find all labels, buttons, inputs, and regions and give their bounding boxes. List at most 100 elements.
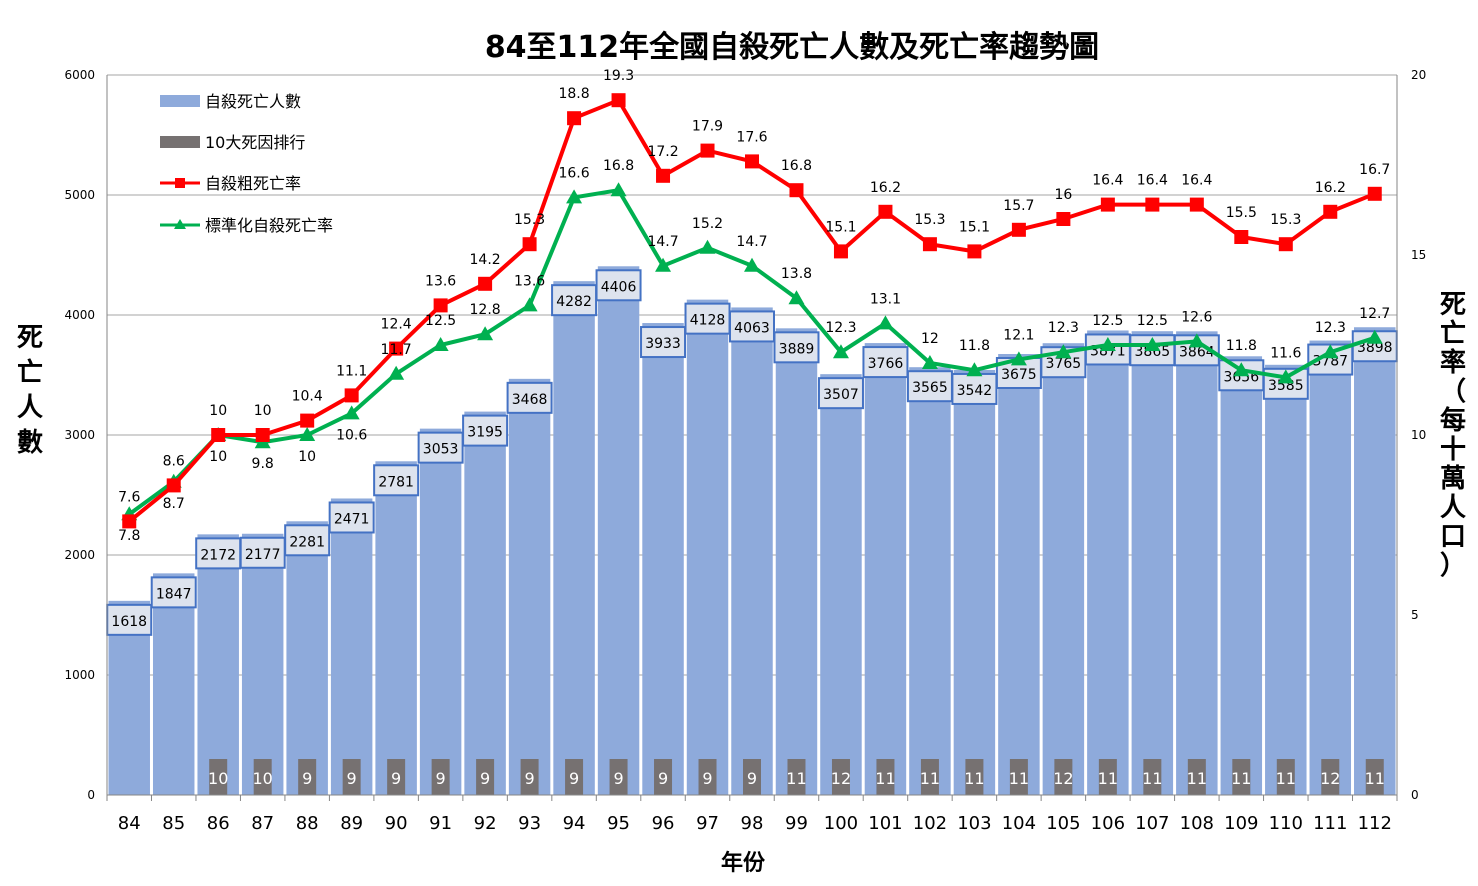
y-right-tick-label: 10 [1411, 428, 1426, 442]
std-rate-label: 16.6 [558, 165, 589, 181]
legend-square-icon [175, 178, 185, 188]
death-count-label: 3933 [645, 336, 681, 352]
death-count-label-box [417, 431, 464, 464]
death-count-bar [330, 498, 373, 795]
death-count-label: 3542 [957, 383, 993, 399]
std-rate-marker [1144, 337, 1161, 351]
std-rate-marker [610, 182, 627, 197]
death-count-label: 3765 [1046, 356, 1082, 372]
rank-bar [831, 759, 850, 795]
rank-bar [387, 759, 406, 795]
death-count-label-box [328, 501, 375, 534]
y-left-label-char: 死 [17, 323, 43, 353]
std-rate-label: 15.2 [692, 216, 723, 232]
crude-rate-label: 16.4 [1181, 173, 1212, 189]
std-rate-marker [1233, 362, 1250, 377]
crude-rate-label: 14.2 [470, 252, 501, 268]
crude-rate-marker [833, 244, 848, 259]
std-rate-marker [1366, 329, 1383, 344]
death-count-bar [508, 378, 551, 795]
std-rate-marker [432, 337, 449, 351]
death-count-bar [642, 323, 684, 795]
std-rate-marker [1099, 337, 1116, 351]
rank-bar [787, 759, 806, 795]
x-axis-label: 年份 [721, 850, 766, 876]
rank-bar-label: 11 [1142, 769, 1162, 788]
crude-rate-marker [922, 237, 937, 252]
death-count-label-box [595, 269, 642, 302]
death-count-bar [1176, 331, 1218, 795]
y-right-label-char: 十 [1440, 435, 1466, 465]
rank-bar [654, 759, 673, 795]
rank-bar-label: 11 [1231, 769, 1251, 788]
death-count-bar [864, 343, 907, 795]
death-count-label: 2281 [289, 534, 325, 550]
y-left-tick-label: 3000 [64, 428, 95, 442]
death-count-label: 3565 [912, 380, 948, 396]
rank-bar-label: 11 [1098, 769, 1118, 788]
x-tick-label: 109 [1224, 813, 1258, 834]
y-left-tick-label: 0 [87, 788, 95, 802]
death-count-label: 3675 [1001, 367, 1037, 383]
std-rate-marker [1055, 344, 1072, 359]
rank-bar [876, 759, 895, 795]
crude-rate-marker [522, 237, 537, 252]
death-count-bar [686, 299, 729, 795]
crude-rate-label: 11.1 [336, 363, 367, 379]
std-rate-marker [1277, 369, 1294, 384]
legend-label: 10大死因排行 [205, 133, 305, 152]
x-tick-label: 97 [696, 813, 719, 834]
crude-rate-marker [967, 244, 982, 259]
death-count-bar [1220, 356, 1263, 795]
crude-rate-label: 15.3 [914, 212, 945, 228]
y-left-tick-label: 5000 [64, 188, 95, 202]
x-tick-label: 111 [1313, 813, 1347, 834]
x-tick-label: 88 [296, 813, 319, 834]
crude-rate-marker [1011, 222, 1026, 237]
rank-bar-label: 11 [1365, 769, 1385, 788]
death-count-bar [1309, 340, 1352, 795]
death-count-label-box [551, 284, 598, 317]
x-tick-label: 102 [913, 813, 947, 834]
death-count-bar [464, 411, 506, 795]
rank-bar-label: 9 [436, 769, 446, 788]
rank-bar-label: 9 [702, 769, 712, 788]
std-rate-label: 12.5 [425, 313, 456, 329]
death-count-label: 3507 [823, 387, 859, 403]
std-rate-marker [788, 290, 805, 305]
crude-rate-label: 16.2 [870, 180, 901, 196]
death-count-bar [953, 369, 996, 795]
y-left-tick-label: 6000 [64, 68, 95, 82]
crude-rate-marker [567, 111, 582, 126]
y-right-label-char: ） [1440, 551, 1466, 581]
crude-rate-label: 17.6 [736, 129, 767, 145]
crude-rate-marker [433, 298, 448, 313]
death-count-bar [286, 521, 328, 795]
death-count-label: 3468 [512, 392, 548, 408]
death-count-label-box [817, 377, 864, 410]
death-count-label-box [106, 603, 153, 636]
x-tick-label: 92 [474, 813, 497, 834]
rank-bar-label: 12 [831, 769, 851, 788]
death-count-bar [197, 534, 239, 795]
axes: 0 1000 2000 3000 4000 5000 6000 0 5 10 15 20 84 85 86 8… [64, 68, 1426, 834]
x-tick-label: 112 [1358, 813, 1392, 834]
rank-bar [1009, 759, 1028, 795]
std-rate-label: 13.8 [781, 266, 812, 282]
death-count-bar [375, 461, 417, 795]
x-tick-label: 86 [207, 813, 230, 834]
rank-bar-label: 10 [208, 769, 228, 788]
crude-rate-label: 15.1 [959, 219, 990, 235]
death-count-bar [1131, 331, 1174, 795]
x-tick-label: 100 [824, 813, 858, 834]
death-count-label: 3766 [868, 356, 904, 372]
rank-bar-label: 12 [1053, 769, 1073, 788]
crude-rate-marker [255, 428, 270, 442]
rank-bar-label: 9 [569, 769, 579, 788]
rank-bar [1187, 759, 1206, 795]
death-count-label: 2781 [378, 474, 414, 490]
y-left-tick-label: 4000 [64, 308, 95, 322]
